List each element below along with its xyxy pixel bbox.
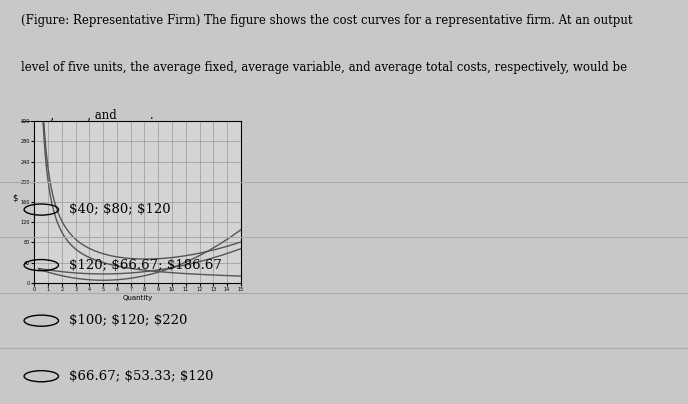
Text: level of five units, the average fixed, average variable, and average total cost: level of five units, the average fixed, … — [21, 61, 627, 74]
Text: $40; $80; $120: $40; $80; $120 — [69, 203, 171, 216]
Text: $100; $120; $220: $100; $120; $220 — [69, 314, 187, 327]
Text: $120; $66.67; $186.67: $120; $66.67; $186.67 — [69, 259, 222, 271]
Text: (Figure: Representative Firm) The figure shows the cost curves for a representat: (Figure: Representative Firm) The figure… — [21, 14, 632, 27]
Y-axis label: $: $ — [12, 193, 18, 202]
Text: $66.67; $53.33; $120: $66.67; $53.33; $120 — [69, 370, 213, 383]
X-axis label: Quantity: Quantity — [122, 295, 153, 301]
Text: _____, _____, and _____.: _____, _____, and _____. — [21, 109, 153, 122]
